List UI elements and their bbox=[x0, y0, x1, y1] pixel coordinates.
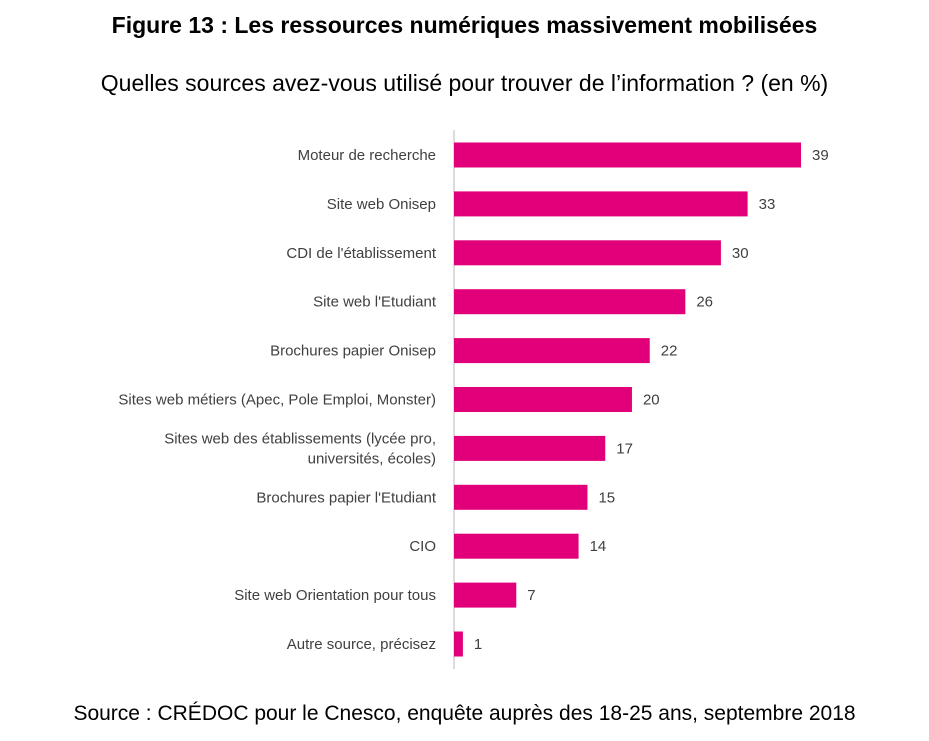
data-label: 26 bbox=[696, 294, 713, 311]
data-label: 17 bbox=[616, 440, 633, 457]
data-label: 14 bbox=[590, 538, 607, 555]
bar bbox=[454, 142, 801, 168]
bar-chart: 39 Moteur de recherche 33 Site web Onisep 30… bbox=[118, 130, 829, 669]
category-label: CDI de l'établissement bbox=[286, 245, 436, 262]
chart-title: Quelles sources avez-vous utilisé pour t… bbox=[100, 70, 829, 96]
bar bbox=[454, 582, 517, 608]
category-label: Moteur de recherche bbox=[298, 147, 436, 164]
data-label: 22 bbox=[661, 343, 678, 360]
bar bbox=[454, 435, 606, 461]
category-label: Sites web des établissements (lycée pro, bbox=[164, 430, 436, 447]
bar bbox=[454, 240, 721, 266]
data-label: 1 bbox=[474, 636, 482, 653]
category-label: Brochures papier Onisep bbox=[270, 343, 436, 360]
category-label: Site web Orientation pour tous bbox=[234, 587, 436, 604]
source-note: Source : CRÉDOC pour le Cnesco, enquête … bbox=[73, 702, 856, 725]
data-label: 7 bbox=[527, 587, 535, 604]
category-label: Autre source, précisez bbox=[287, 636, 436, 653]
data-label: 33 bbox=[759, 196, 776, 213]
data-label: 15 bbox=[598, 489, 615, 506]
bar bbox=[454, 533, 579, 559]
data-label: 20 bbox=[643, 392, 660, 409]
bar bbox=[454, 387, 632, 412]
bar bbox=[454, 289, 686, 315]
category-label: Site web l'Etudiant bbox=[313, 294, 437, 311]
bar bbox=[454, 191, 748, 217]
data-label: 39 bbox=[812, 147, 829, 164]
figure-title: Figure 13 : Les ressources numériques ma… bbox=[111, 12, 818, 38]
category-label: Sites web métiers (Apec, Pole Emploi, Mo… bbox=[118, 392, 436, 409]
data-label: 30 bbox=[732, 245, 749, 262]
category-label: CIO bbox=[409, 538, 436, 555]
category-label: Site web Onisep bbox=[327, 196, 436, 213]
category-label: Brochures papier l'Etudiant bbox=[256, 489, 436, 506]
category-label: universités, écoles) bbox=[308, 450, 436, 467]
bar bbox=[454, 631, 463, 657]
bar bbox=[454, 338, 650, 364]
bar bbox=[454, 484, 588, 510]
